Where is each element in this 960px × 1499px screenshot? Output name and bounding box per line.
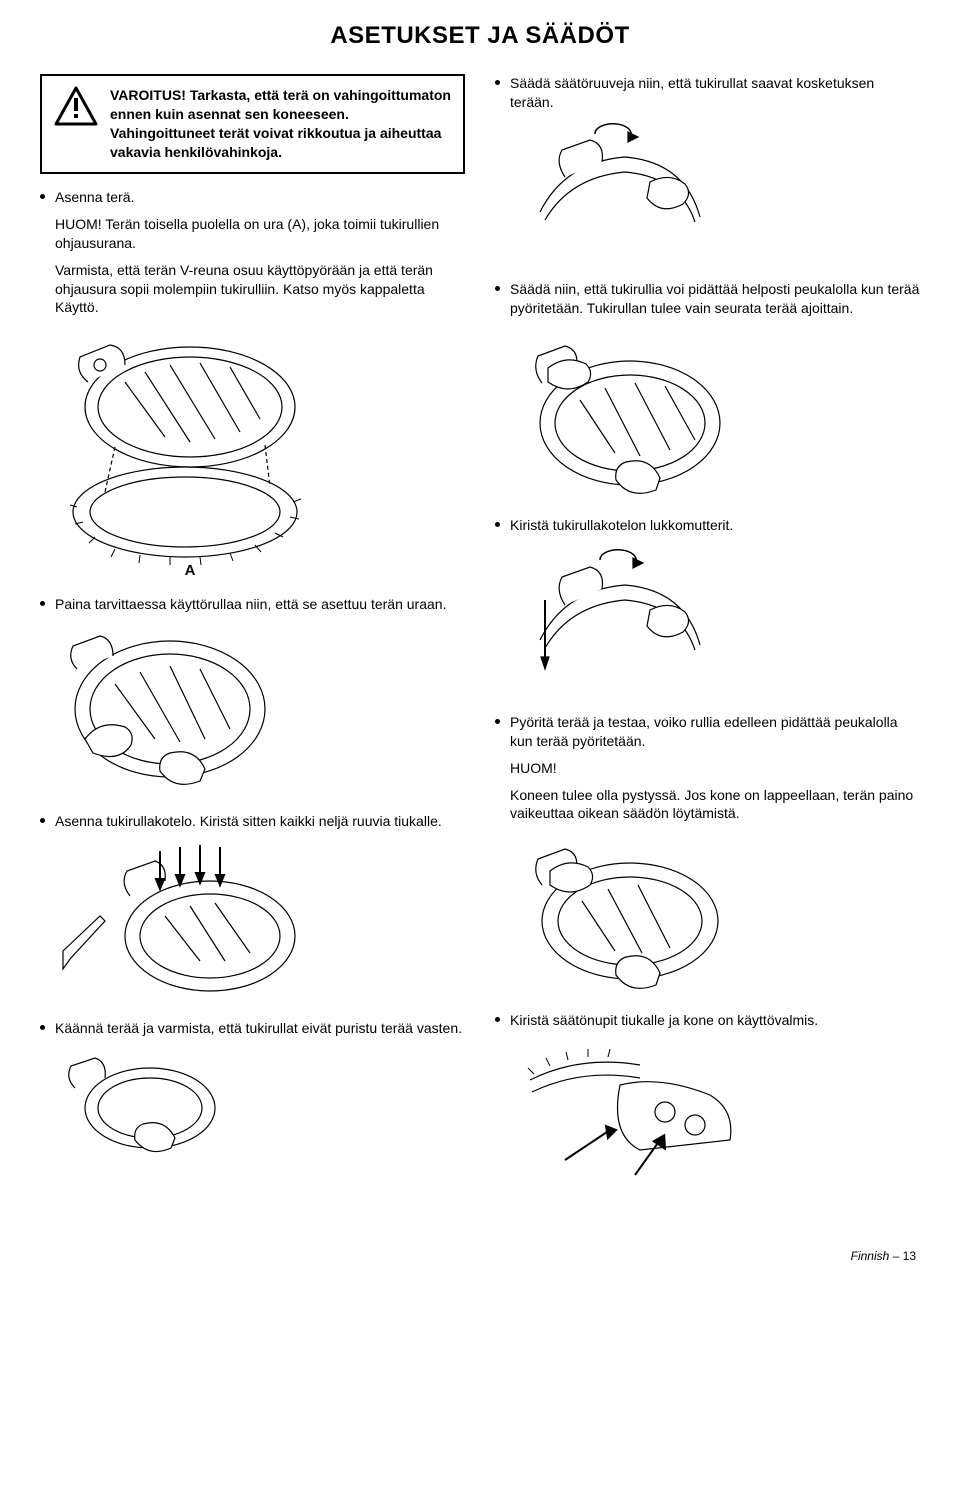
figure-label-a: A [185,562,196,577]
warning-prefix: VAROITUS! [110,87,186,103]
figure-rotate-check [55,1048,465,1158]
figure-adjust-screws [510,122,920,262]
list-item: Paina tarvittaessa käyttörullaa niin, et… [40,595,465,614]
bullet-dot-icon [40,1025,45,1030]
bullet-dot-icon [40,601,45,606]
bullet-dot-icon [40,194,45,199]
footer-sep: – [889,1249,902,1263]
list-item: Kiristä tukirullakotelon lukkomutterit. [495,516,920,535]
list-item: Säädä säätöruuveja niin, että tukirullat… [495,74,920,112]
bullet-text: Kiristä säätönupit tiukalle ja kone on k… [510,1011,920,1030]
bullet-dot-icon [495,719,500,724]
figure-install-housing [55,841,465,1001]
paragraph-huom: HUOM! [510,759,920,778]
paragraph: Varmista, että terän V-reuna osuu käyttö… [55,261,465,318]
list-item: Säädä niin, että tukirullia voi pidättää… [495,280,920,318]
two-column-layout: VAROITUS! Tarkasta, että terä on vahingo… [40,74,920,1208]
bullet-text: Säädä niin, että tukirullia voi pidättää… [510,280,920,318]
list-item: Pyöritä terää ja testaa, voiko rullia ed… [495,713,920,751]
footer-page-number: 13 [903,1249,916,1263]
figure-tighten-locknuts [510,545,920,695]
figure-blade-a: A [55,327,465,577]
warning-triangle-icon [54,86,98,126]
figure-thumb-hold [510,328,920,498]
list-item: Asenna terä. [40,188,465,207]
page-title: ASETUKSET JA SÄÄDÖT [40,20,920,52]
bullet-dot-icon [495,1017,500,1022]
figure-final-tighten [510,1040,920,1190]
bullet-text: Asenna terä. [55,188,465,207]
bullet-text: Käännä terää ja varmista, että tukirulla… [55,1019,465,1038]
bullet-dot-icon [495,522,500,527]
warning-text: VAROITUS! Tarkasta, että terä on vahingo… [110,86,451,162]
figure-spin-test [510,833,920,993]
bullet-text: Säädä säätöruuveja niin, että tukirullat… [510,74,920,112]
page-footer: Finnish – 13 [40,1248,920,1264]
paragraph: HUOM! Terän toisella puolella on ura (A)… [55,215,465,253]
footer-language: Finnish [851,1249,890,1263]
warning-box: VAROITUS! Tarkasta, että terä on vahingo… [40,74,465,174]
left-column: VAROITUS! Tarkasta, että terä on vahingo… [40,74,465,1208]
bullet-text: Asenna tukirullakotelo. Kiristä sitten k… [55,812,465,831]
figure-press-roller [55,624,465,794]
bullet-dot-icon [495,80,500,85]
bullet-dot-icon [40,818,45,823]
right-column: Säädä säätöruuveja niin, että tukirullat… [495,74,920,1208]
bullet-text: Pyöritä terää ja testaa, voiko rullia ed… [510,713,920,751]
bullet-text: Paina tarvittaessa käyttörullaa niin, et… [55,595,465,614]
bullet-text: Kiristä tukirullakotelon lukkomutterit. [510,516,920,535]
paragraph: Koneen tulee olla pystyssä. Jos kone on … [510,786,920,824]
list-item: Käännä terää ja varmista, että tukirulla… [40,1019,465,1038]
list-item: Asenna tukirullakotelo. Kiristä sitten k… [40,812,465,831]
list-item: Kiristä säätönupit tiukalle ja kone on k… [495,1011,920,1030]
bullet-dot-icon [495,286,500,291]
